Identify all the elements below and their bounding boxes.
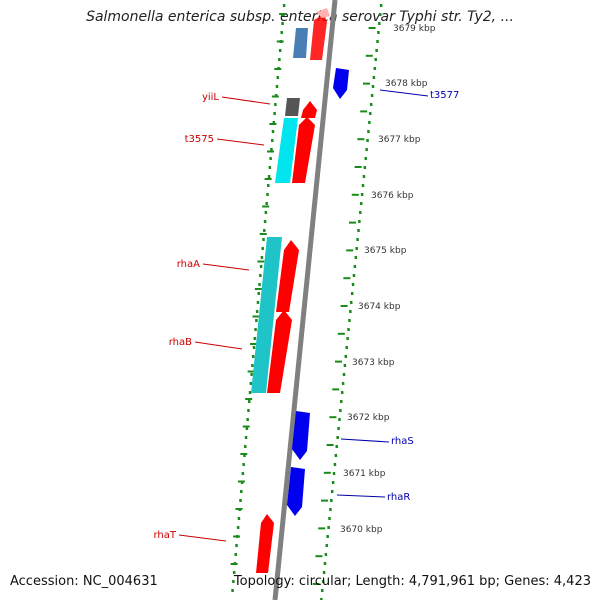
- scale-label-3675: 3675 kbp: [364, 246, 407, 256]
- gene-rhaT[interactable]: [256, 514, 274, 573]
- scale-label-3671: 3671 kbp: [343, 469, 386, 479]
- scale-label-3677: 3677 kbp: [378, 135, 421, 145]
- gene-t3577[interactable]: [333, 68, 349, 99]
- gene-rhaA[interactable]: [276, 240, 299, 312]
- summary-text: Topology: circular; Length: 4,791,961 bp…: [233, 574, 591, 589]
- gene-rhaB[interactable]: [267, 310, 292, 393]
- label-rhaA[interactable]: rhaA: [177, 259, 200, 270]
- feature-red-top[interactable]: [310, 14, 327, 60]
- gene-rhaR[interactable]: [287, 467, 305, 516]
- gene-yiiL[interactable]: [301, 101, 317, 118]
- rna-t3575[interactable]: [275, 118, 298, 183]
- label-t3575[interactable]: t3575: [185, 134, 214, 145]
- label-t3577[interactable]: t3577: [430, 90, 459, 101]
- label-rhaR[interactable]: rhaR: [387, 492, 410, 503]
- accession-text: Accession: NC_004631: [10, 574, 158, 589]
- gene-t3575-red[interactable]: [292, 117, 315, 183]
- scale-label-3678: 3678 kbp: [385, 79, 428, 89]
- gene-rhaS[interactable]: [292, 411, 310, 460]
- scale-label-3670: 3670 kbp: [340, 525, 383, 535]
- backbone: [272, 0, 338, 600]
- label-rhaS[interactable]: rhaS: [391, 436, 414, 447]
- label-yiiL[interactable]: yiiL: [202, 92, 219, 103]
- scale-labels: 3679 kbp 3678 kbp 3677 kbp 3676 kbp 3675…: [340, 24, 436, 535]
- feature-steelblue-top[interactable]: [293, 28, 308, 58]
- scale-label-3679: 3679 kbp: [393, 24, 436, 34]
- scale-label-3674: 3674 kbp: [358, 302, 401, 312]
- label-rhaB[interactable]: rhaB: [169, 337, 192, 348]
- scale-label-3673: 3673 kbp: [352, 358, 395, 368]
- scale-label-3676: 3676 kbp: [371, 191, 414, 201]
- feature-pink-top[interactable]: [316, 8, 330, 18]
- rna-rhaA-rhaB[interactable]: [251, 237, 282, 393]
- scale-ticks: [230, 13, 376, 585]
- map-title: Salmonella enterica subsp. enterica sero…: [86, 9, 514, 25]
- features: [251, 8, 349, 573]
- scale-label-3672: 3672 kbp: [347, 413, 390, 423]
- gene-labels: yiiL t3575 rhaA rhaB rhaT t3577 rhaS rha…: [153, 89, 459, 542]
- label-rhaT[interactable]: rhaT: [153, 530, 176, 541]
- feature-yiiL-gray[interactable]: [285, 98, 300, 116]
